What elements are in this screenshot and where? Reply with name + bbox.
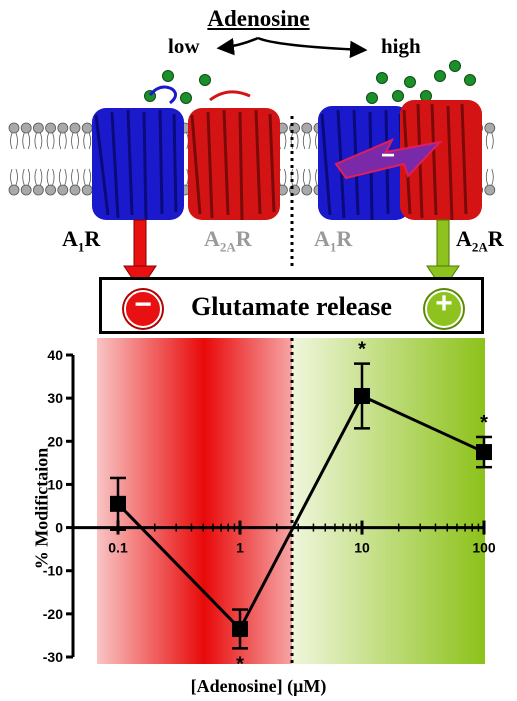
glutamate-release-label: Glutamate release [191, 292, 392, 321]
lipid-tail [485, 132, 494, 150]
facilitation-zone [292, 338, 485, 664]
adenosine-dot [376, 72, 388, 84]
adenosine-dot [464, 74, 476, 86]
low-label: low [168, 34, 200, 58]
lipid-tail [302, 132, 311, 150]
lipid-head [484, 122, 496, 134]
a1r-label-left: A1R [62, 226, 101, 255]
crosstalk-minus-sign: − [381, 142, 396, 169]
lipid-head [8, 184, 20, 196]
lipid-head [8, 122, 20, 134]
lipid-tail [290, 168, 299, 186]
lipid-tail [22, 168, 31, 186]
adenosine-dot [162, 70, 174, 82]
a2ar-structure-left [188, 90, 280, 221]
x-tick-label: 10 [354, 540, 370, 556]
lipid-head [57, 122, 69, 134]
significance-marker: * [480, 412, 488, 434]
facilitation-badge-symbol: + [435, 287, 453, 320]
lipid-head [33, 122, 44, 134]
a2ar-label-right: A2AR [456, 226, 504, 255]
series-line [116, 394, 485, 632]
lipid-tail [71, 132, 79, 150]
lipid-tail [58, 168, 67, 186]
data-point [232, 620, 248, 637]
significance-marker: * [236, 653, 244, 675]
y-tick-label: 30 [47, 390, 63, 406]
lipid-head [45, 122, 56, 134]
lipid-tail [34, 132, 43, 150]
lipid-head [69, 122, 81, 134]
data-point [354, 387, 370, 404]
lipid-head [20, 184, 32, 196]
lipid-tail [46, 132, 55, 150]
lipid-head [301, 122, 313, 134]
lipid-head [69, 184, 81, 196]
lipid-tail [34, 168, 43, 186]
data-point [476, 444, 492, 461]
low-arrow [216, 36, 259, 56]
adenosine-dot [404, 76, 416, 88]
adenosine-dot [434, 70, 446, 82]
lipid-tail [485, 168, 494, 186]
facilitation-badge [425, 290, 463, 328]
lipid-tail [22, 132, 31, 150]
a1r-label-right: A1R [314, 226, 353, 255]
high-label: high [381, 34, 421, 58]
adenosine-dot [366, 92, 378, 104]
lipid-tail [83, 132, 92, 150]
adenosine-title: Adenosine [207, 6, 310, 31]
x-tick-label: 100 [472, 540, 496, 556]
lipid-tail [302, 168, 311, 186]
inhibition-badge-symbol: − [134, 288, 152, 321]
lipid-tail [10, 168, 18, 186]
data-point [110, 495, 126, 512]
lipid-tail [83, 168, 92, 186]
receptor-crosstalk-bolt [334, 138, 443, 180]
lipid-tail [71, 168, 79, 186]
lipid-head [45, 184, 56, 196]
high-arrow [257, 36, 368, 59]
y-tick-label: -20 [43, 606, 63, 622]
x-tick-label: 1 [236, 540, 244, 556]
y-tick-label: -30 [43, 649, 63, 665]
lipid-head [484, 184, 496, 196]
lipid-tail [58, 132, 67, 150]
y-axis-title: % Modifictaion [31, 447, 52, 570]
adenosine-molecules [144, 60, 476, 104]
adenosine-dot [199, 74, 211, 86]
lipid-head [301, 184, 313, 196]
adenosine-dot [449, 60, 461, 72]
y-tick-label: 0 [55, 520, 63, 536]
x-axis-title: [Adenosine] (μM) [190, 676, 327, 696]
lipid-tail [46, 168, 55, 186]
glutamate-release-box: Glutamate release [99, 277, 484, 334]
lipid-head [20, 122, 32, 134]
inhibition-zone [97, 338, 292, 664]
adenosine-dot [392, 90, 404, 102]
a1r-structure-left [92, 85, 184, 221]
lipid-tail [290, 132, 299, 150]
a2ar-label-left: A2AR [204, 226, 252, 255]
lipid-head [33, 184, 44, 196]
lipid-tail [10, 132, 18, 150]
adenosine-dot [180, 92, 192, 104]
y-tick-label: 40 [47, 347, 63, 363]
x-tick-label: 0.1 [108, 540, 128, 556]
y-tick-label: -10 [43, 563, 63, 579]
y-tick-label: 20 [47, 433, 63, 449]
significance-marker: * [358, 339, 366, 361]
inhibition-badge [124, 290, 162, 328]
lipid-head [57, 184, 69, 196]
y-tick-label: 10 [47, 476, 63, 492]
